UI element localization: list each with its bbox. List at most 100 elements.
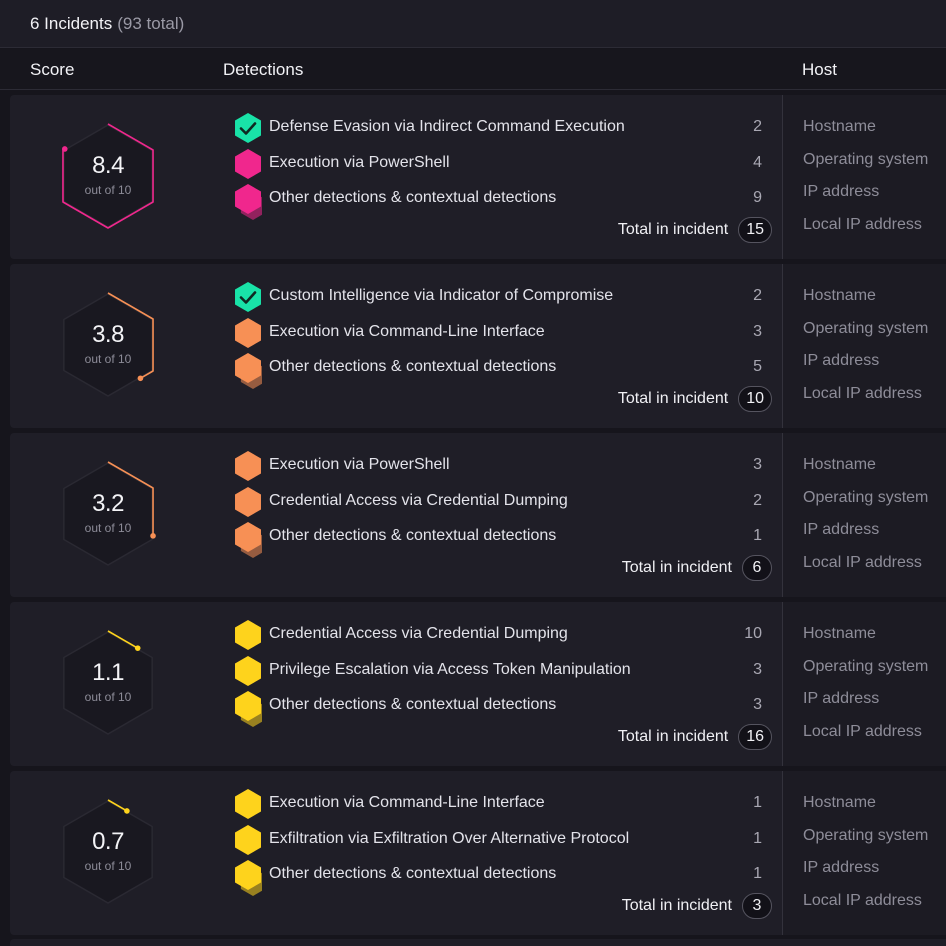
host-field: IP address [803,859,880,876]
detection-count: 5 [753,358,762,375]
stacked-hexagon-icon [235,522,262,558]
detection-row[interactable]: Privilege Escalation via Access Token Ma… [220,655,772,686]
host-field: Local IP address [803,553,922,571]
incident-card[interactable]: 0.7 out of 10 Execution via Command-Line I… [10,771,946,935]
detection-label: Defense Evasion via Indirect Command Exe… [269,118,625,135]
check-hexagon-icon [235,113,261,143]
incident-card[interactable]: 3.8 out of 10 Custom Intelligence via Indi… [10,264,946,428]
total-label: Total in incident [617,390,729,407]
detection-count: 2 [753,287,762,304]
score-value: 8.4 [92,152,124,179]
score-cell: 8.4 out of 10 [10,95,210,259]
detection-count: 1 [753,527,762,544]
detection-row[interactable]: Other detections & contextual detections… [220,522,772,558]
stacked-hexagon-icon [235,860,262,896]
score-subtitle: out of 10 [84,352,132,366]
detection-row[interactable]: Other detections & contextual detections… [220,184,772,220]
host-field: Hostname [803,287,876,304]
detections-cell: Custom Intelligence via Indicator of Com… [220,264,772,428]
score-subtitle: out of 10 [84,521,132,535]
hexagon-icon [235,789,261,819]
column-score[interactable]: Score [30,60,75,79]
hexagon-icon [235,620,261,650]
score-value: 3.2 [92,490,124,517]
host-cell: Hostname Operating system IP address Local … [782,771,946,935]
total-in-incident: Total in incident 6 [622,555,772,581]
score-progress-dot [137,375,144,382]
detection-count: 3 [753,696,762,713]
host-field: Hostname [803,625,876,642]
detection-count: 9 [753,189,762,206]
hexagon-icon [235,486,261,517]
check-mark-icon [239,122,257,135]
total-label: Total in incident [617,221,729,238]
column-detections[interactable]: Detections [223,60,304,79]
incident-total: (93 total) [117,13,185,33]
hexagon-icon [235,148,261,179]
host-field: IP address [803,690,880,707]
incident-card[interactable]: 1.1 out of 10 Credential Access via Creden… [10,602,946,766]
total-label: Total in incident [621,897,732,914]
score-value: 3.8 [92,321,124,348]
detection-row[interactable]: Credential Access via Credential Dumping… [220,620,772,650]
incident-card[interactable]: 8.4 out of 10 Defense Evasion via Indirect… [10,95,946,259]
detection-label: Other detections & contextual detections [269,527,557,544]
score-subtitle: out of 10 [84,859,132,873]
detection-row[interactable]: Custom Intelligence via Indicator of Com… [220,282,772,312]
incident-card[interactable]: 3.2 out of 10 Execution via PowerShell 3 Cre… [10,433,946,597]
column-host[interactable]: Host [802,60,837,79]
host-field: Local IP address [803,891,922,909]
incidents-header: 6 Incidents (93 total) [0,0,946,48]
detection-row[interactable]: Execution via PowerShell 3 [220,451,772,481]
check-mark-icon [239,291,257,304]
detection-count: 4 [753,153,762,171]
score-hexagon-icon [63,292,154,397]
host-field: Local IP address [803,384,922,402]
host-field: Operating system [803,150,929,168]
host-field: IP address [803,521,880,538]
score-cell: 0.7 out of 10 [10,771,210,935]
detection-row[interactable]: Other detections & contextual detections… [220,691,772,727]
host-field: Operating system [803,657,929,675]
detection-count: 3 [753,660,762,678]
score-value: 1.1 [92,659,124,686]
detection-row[interactable]: Execution via Command-Line Interface 3 [220,317,772,348]
score-hexagon-icon [63,630,153,735]
detection-label: Execution via Command-Line Interface [269,794,545,811]
host-field: Local IP address [803,722,922,740]
detections-cell: Execution via PowerShell 3 Credential Acce… [220,433,772,597]
score-cell: 3.2 out of 10 [10,433,210,597]
detection-count: 10 [744,625,762,642]
total-count-badge: 15 [738,217,772,243]
score-hexagon-icon [63,461,156,566]
incident-count: 6 Incidents [30,13,113,33]
total-in-incident: Total in incident 16 [618,724,772,750]
total-label: Total in incident [621,559,732,576]
detection-label: Custom Intelligence via Indicator of Com… [269,287,614,304]
next-incident-card-edge [10,939,946,946]
total-label: Total in incident [617,728,729,745]
score-subtitle: out of 10 [84,183,132,197]
host-field: Operating system [803,826,929,844]
detection-row[interactable]: Defense Evasion via Indirect Command Exe… [220,113,772,143]
hexagon-icon [235,655,261,686]
detection-row[interactable]: Other detections & contextual detections… [220,353,772,389]
detection-count: 3 [753,322,762,340]
detection-count: 1 [753,865,762,882]
detection-row[interactable]: Execution via Command-Line Interface 1 [220,789,772,819]
detection-row[interactable]: Execution via PowerShell 4 [220,148,772,179]
score-progress-dot [61,146,68,152]
detection-label: Execution via PowerShell [269,456,450,473]
score-progress [107,461,154,536]
hexagon-icon [235,451,261,481]
detection-label: Execution via PowerShell [269,153,450,171]
total-in-incident: Total in incident 15 [618,217,772,243]
host-field: Local IP address [803,215,922,233]
detection-row[interactable]: Other detections & contextual detections… [220,860,772,896]
hexagon-icon [235,317,261,348]
stacked-hexagon-icon [235,691,262,727]
score-cell: 3.8 out of 10 [10,264,210,428]
host-field: IP address [803,352,880,369]
detection-row[interactable]: Exfiltration via Exfiltration Over Alter… [220,824,772,855]
detection-row[interactable]: Credential Access via Credential Dumping… [220,486,772,517]
